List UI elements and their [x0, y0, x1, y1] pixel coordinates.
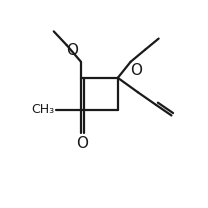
Text: O: O — [67, 43, 79, 58]
Text: O: O — [130, 63, 142, 78]
Text: O: O — [76, 136, 88, 151]
Text: CH₃: CH₃ — [32, 103, 55, 116]
